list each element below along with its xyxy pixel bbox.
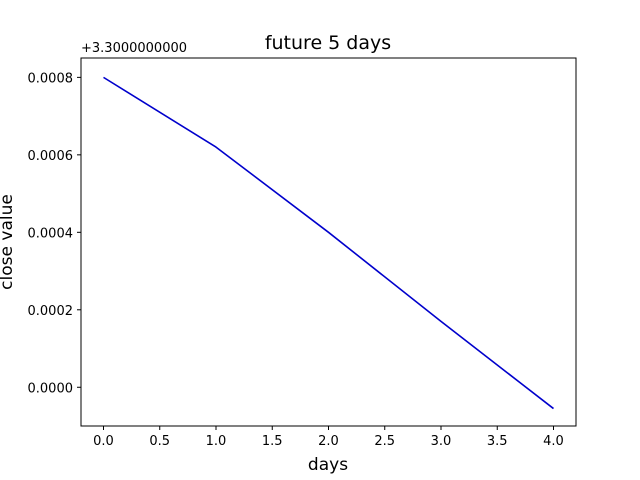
x-tick-label: 2.5 — [374, 434, 395, 449]
x-tick-label: 0.5 — [149, 434, 170, 449]
y-tick-label: 0.0004 — [28, 226, 74, 241]
x-tick-label: 3.0 — [431, 434, 452, 449]
y-tick-label: 0.0000 — [28, 381, 74, 396]
x-axis-label: days — [308, 455, 348, 475]
y-tick-label: 0.0008 — [28, 71, 74, 86]
y-tick-label: 0.0006 — [28, 149, 74, 164]
x-tick-label: 1.5 — [262, 434, 283, 449]
x-axis: 0.0 0.5 1.0 1.5 2.0 2.5 3.0 3.5 4.0 — [93, 426, 564, 449]
y-tick-label: 0.0002 — [28, 304, 74, 319]
x-tick-label: 1.0 — [206, 434, 227, 449]
series-line — [103, 76, 554, 410]
x-tick-label: 3.5 — [487, 434, 508, 449]
chart-title: future 5 days — [265, 32, 391, 54]
x-tick-label: 4.0 — [543, 434, 564, 449]
y-offset-label: +3.3000000000 — [81, 41, 187, 56]
y-axis: 0.0000 0.0002 0.0004 0.0006 0.0008 — [28, 71, 81, 396]
y-axis-label: close value — [0, 194, 17, 290]
x-tick-label: 2.0 — [318, 434, 339, 449]
x-tick-label: 0.0 — [93, 434, 114, 449]
plot-area — [103, 76, 554, 410]
